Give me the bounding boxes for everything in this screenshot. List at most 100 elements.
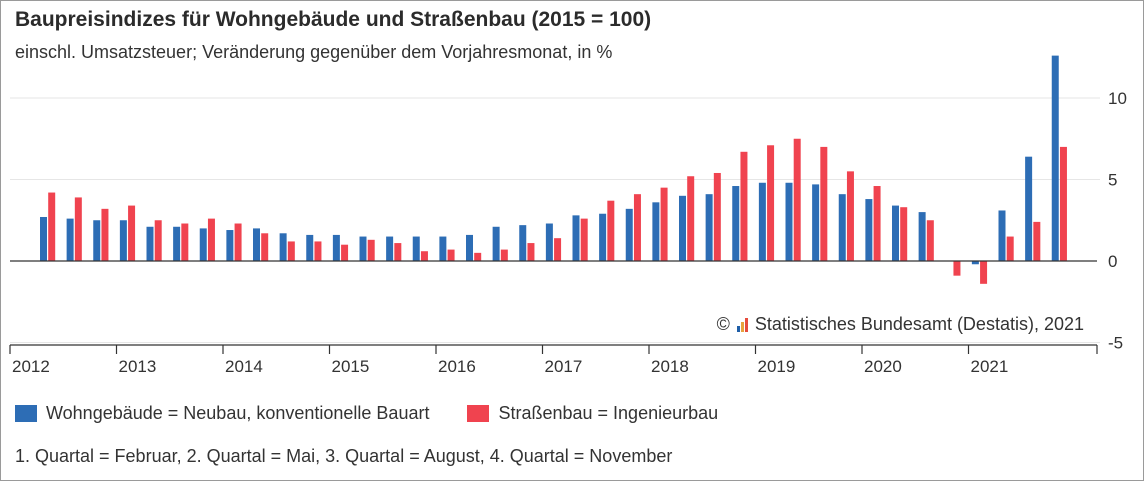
bar-strassenbau bbox=[713, 172, 721, 261]
bar-wohngebaeude bbox=[918, 212, 926, 261]
bar-wohngebaeude bbox=[892, 205, 899, 261]
bar-wohngebaeude bbox=[758, 182, 766, 261]
bar-strassenbau bbox=[1006, 236, 1014, 261]
bar-wohngebaeude bbox=[492, 226, 500, 261]
bar-chart: 2012 2013 2014 2015 2016 2017 2018 2019 2020 2021… bbox=[9, 55, 1127, 376]
bar-strassenbau bbox=[527, 243, 535, 261]
x-tick-label: 2018 bbox=[651, 357, 689, 376]
bar-strassenbau bbox=[820, 146, 828, 261]
bar-strassenbau bbox=[48, 192, 56, 261]
footnote: 1. Quartal = Februar, 2. Quartal = Mai, … bbox=[15, 446, 673, 466]
bars bbox=[40, 55, 1067, 284]
x-tick-label: 2017 bbox=[545, 357, 583, 376]
bar-wohngebaeude bbox=[679, 195, 686, 261]
copyright-notice: © Statistisches Bundesamt (Destatis), 20… bbox=[712, 314, 1084, 335]
bar-strassenbau bbox=[633, 194, 641, 261]
legend-label: Wohngebäude = Neubau, konventionelle Bau… bbox=[46, 403, 430, 423]
bar-wohngebaeude bbox=[93, 220, 101, 261]
bar-strassenbau bbox=[128, 205, 136, 261]
bar-strassenbau bbox=[1059, 146, 1067, 261]
bar-wohngebaeude bbox=[599, 213, 607, 261]
x-tick-label: 2015 bbox=[332, 357, 370, 376]
bar-strassenbau bbox=[873, 186, 881, 261]
bar-strassenbau bbox=[660, 187, 668, 261]
bar-wohngebaeude bbox=[173, 226, 181, 261]
chart-title: Baupreisindizes für Wohngebäude und Stra… bbox=[15, 8, 652, 31]
x-tick-label: 2016 bbox=[438, 357, 476, 376]
bar-wohngebaeude bbox=[279, 233, 287, 261]
bar-strassenbau bbox=[447, 249, 455, 261]
bar-strassenbau bbox=[767, 145, 775, 261]
chart-subtitle: einschl. Umsatzsteuer; Veränderung gegen… bbox=[15, 42, 613, 62]
x-tick-label: 2013 bbox=[119, 357, 157, 376]
bar-wohngebaeude bbox=[253, 228, 260, 261]
bar-strassenbau bbox=[926, 220, 934, 261]
bar-strassenbau bbox=[74, 197, 82, 261]
y-tick-label: 0 bbox=[1108, 252, 1117, 271]
bar-wohngebaeude bbox=[545, 223, 553, 261]
bar-wohngebaeude bbox=[971, 261, 979, 265]
bar-wohngebaeude bbox=[412, 236, 420, 261]
bar-strassenbau bbox=[607, 200, 615, 261]
bar-wohngebaeude bbox=[625, 208, 633, 261]
bar-strassenbau bbox=[580, 218, 588, 261]
x-tick-label: 2019 bbox=[758, 357, 796, 376]
bar-wohngebaeude bbox=[66, 218, 74, 261]
bar-wohngebaeude bbox=[1025, 156, 1033, 261]
bar-wohngebaeude bbox=[705, 194, 713, 261]
bar-strassenbau bbox=[953, 261, 961, 276]
bar-strassenbau bbox=[367, 239, 375, 261]
legend-label: Straßenbau = Ingenieurbau bbox=[498, 403, 719, 423]
y-axis-labels: 10 5 0 -5 bbox=[1108, 89, 1127, 353]
bar-strassenbau bbox=[181, 223, 189, 261]
bar-wohngebaeude bbox=[226, 230, 234, 261]
bar-strassenbau bbox=[500, 249, 508, 261]
copyright-symbol: © bbox=[716, 314, 730, 334]
bar-wohngebaeude bbox=[199, 228, 207, 261]
bar-wohngebaeude bbox=[466, 234, 473, 261]
bar-wohngebaeude bbox=[146, 226, 154, 261]
bar-strassenbau bbox=[980, 261, 988, 284]
bar-wohngebaeude bbox=[519, 225, 527, 261]
bar-wohngebaeude bbox=[785, 182, 793, 261]
bar-wohngebaeude bbox=[812, 184, 820, 261]
bar-strassenbau bbox=[1033, 221, 1041, 261]
bar-strassenbau bbox=[154, 220, 162, 261]
legend-swatch-red bbox=[467, 405, 490, 422]
bar-wohngebaeude bbox=[652, 202, 660, 261]
bar-wohngebaeude bbox=[306, 234, 314, 261]
bar-strassenbau bbox=[341, 244, 349, 261]
x-tick-label: 2012 bbox=[12, 357, 50, 376]
bar-strassenbau bbox=[287, 241, 295, 261]
bar-strassenbau bbox=[554, 238, 562, 261]
x-axis: 2012 2013 2014 2015 2016 2017 2018 2019 2020 2021 bbox=[9, 344, 1098, 376]
bar-wohngebaeude bbox=[732, 186, 740, 261]
bar-strassenbau bbox=[101, 208, 109, 261]
bar-wohngebaeude bbox=[359, 236, 367, 261]
bar-strassenbau bbox=[900, 207, 908, 261]
bar-wohngebaeude bbox=[386, 236, 394, 261]
bar-wohngebaeude bbox=[838, 194, 846, 261]
y-tick-label: -5 bbox=[1108, 334, 1123, 353]
legend-item-wohngebaeude: Wohngebäude = Neubau, konventionelle Bau… bbox=[15, 403, 429, 424]
legend-swatch-blue bbox=[15, 405, 37, 422]
bar-wohngebaeude bbox=[998, 210, 1006, 261]
y-tick-label: 10 bbox=[1108, 89, 1127, 108]
x-tick-label: 2021 bbox=[971, 357, 1009, 376]
bar-wohngebaeude bbox=[865, 199, 873, 261]
bar-strassenbau bbox=[793, 138, 801, 261]
x-tick-label: 2020 bbox=[864, 357, 902, 376]
y-tick-label: 5 bbox=[1108, 171, 1117, 190]
bar-wohngebaeude bbox=[332, 234, 340, 261]
bar-wohngebaeude bbox=[119, 220, 127, 261]
bar-strassenbau bbox=[314, 241, 322, 261]
bar-strassenbau bbox=[420, 251, 428, 261]
x-tick-label: 2014 bbox=[225, 357, 263, 376]
bar-wohngebaeude bbox=[40, 216, 47, 261]
bar-wohngebaeude bbox=[439, 236, 447, 261]
legend: Wohngebäude = Neubau, konventionelle Bau… bbox=[15, 403, 756, 424]
bar-strassenbau bbox=[234, 223, 242, 261]
bar-strassenbau bbox=[207, 218, 215, 261]
copyright-text: Statistisches Bundesamt (Destatis), 2021 bbox=[754, 314, 1084, 334]
bar-wohngebaeude bbox=[572, 215, 580, 261]
